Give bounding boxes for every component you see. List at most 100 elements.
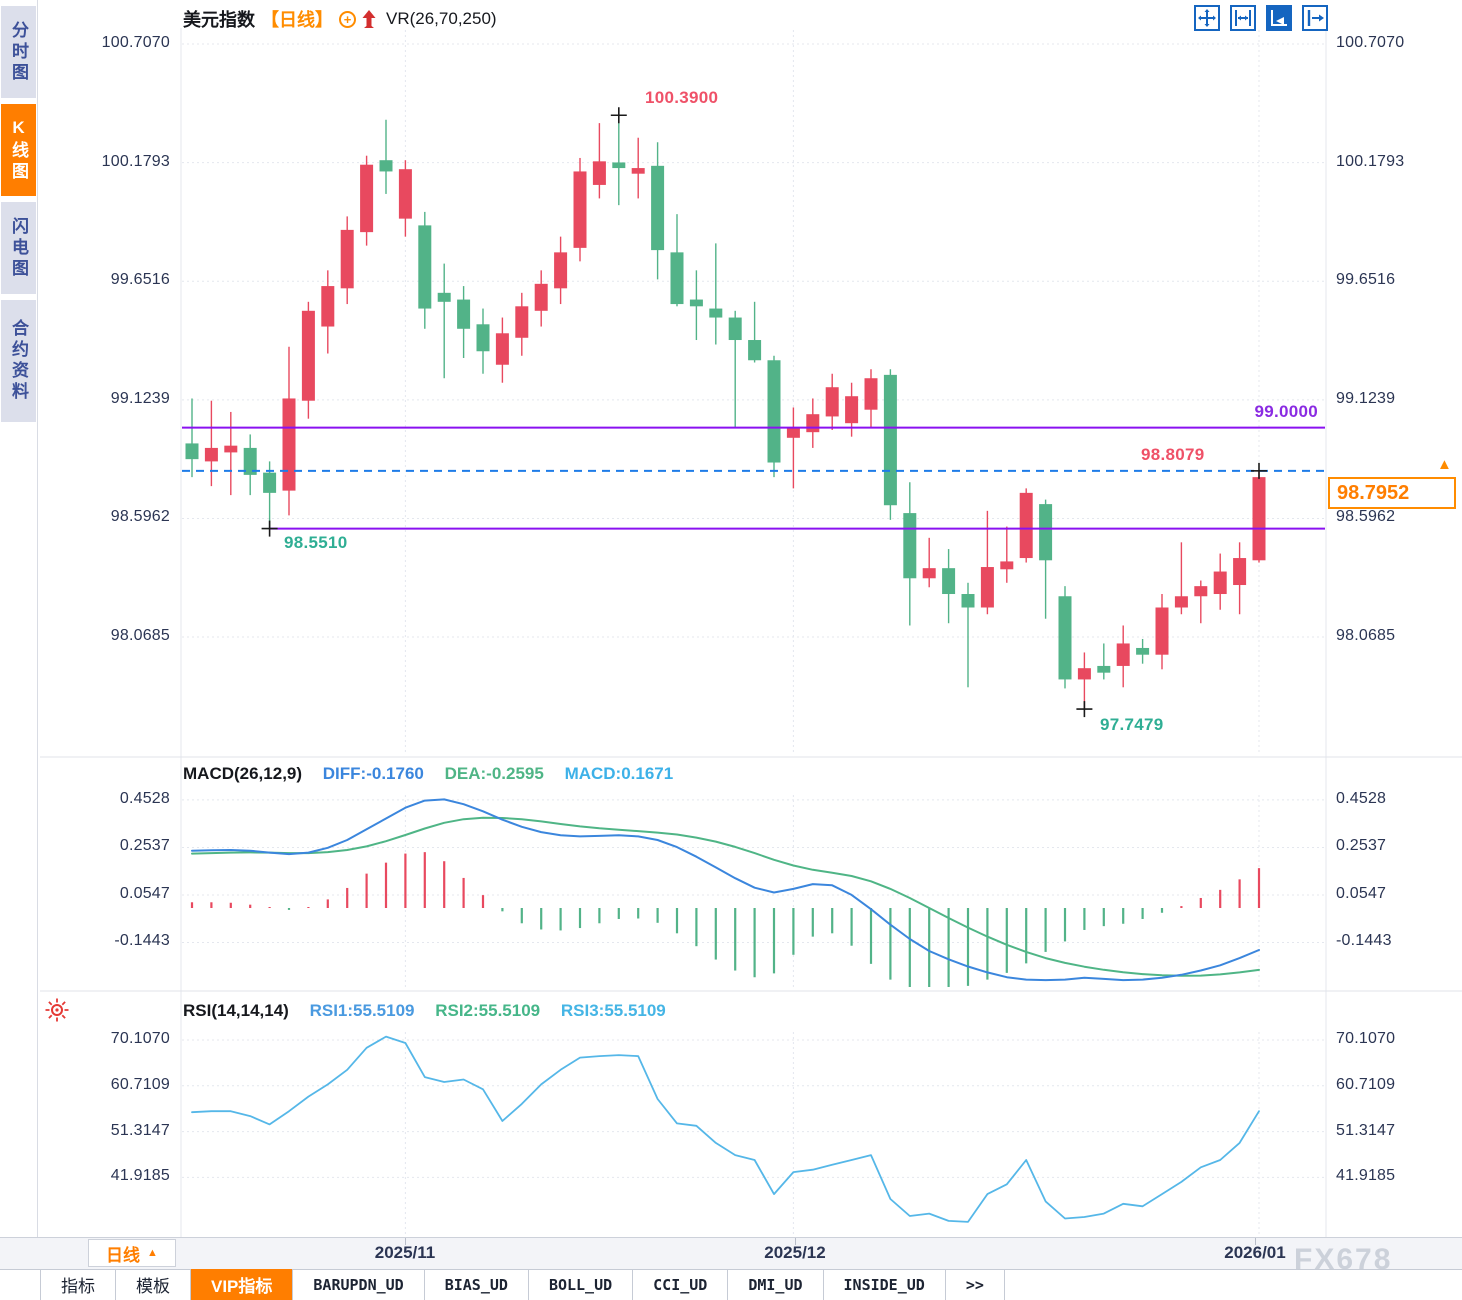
candle-body	[612, 162, 626, 169]
candle-body	[845, 396, 859, 424]
candle-body	[767, 360, 781, 463]
candle-body	[903, 513, 917, 579]
candle-body	[1000, 561, 1014, 570]
candle-body	[204, 447, 218, 462]
candle-body	[534, 283, 548, 311]
candle-body	[263, 472, 277, 493]
tab-vip-indicators[interactable]: VIP指标	[191, 1269, 294, 1300]
tab-indicators[interactable]: 指标	[40, 1269, 116, 1300]
x-axis-label-dec: 2025/12	[764, 1243, 826, 1262]
up-arrow-icon	[362, 9, 376, 29]
candle-body	[1174, 596, 1188, 608]
macd-title[interactable]: MACD(26,12,9)	[183, 764, 303, 783]
candle-body	[495, 333, 509, 365]
sidebar-item-contract-info[interactable]: 合约资料	[1, 300, 36, 422]
sidebar-item-kline-chart[interactable]: K线图	[1, 104, 36, 196]
candle-body	[360, 164, 374, 233]
triangle-up-icon: ▲	[147, 1247, 158, 1259]
annotation-support-level: 98.5510	[284, 533, 348, 552]
candle-body	[398, 169, 412, 219]
candle-body	[670, 252, 684, 305]
go-to-latest-icon[interactable]	[1302, 5, 1328, 31]
macd-header: MACD(26,12,9) DIFF:-0.1760 DEA:-0.2595 M…	[183, 764, 689, 784]
tab-inside-ud[interactable]: INSIDE_UD	[824, 1269, 946, 1300]
move-crosshair-icon[interactable]	[1194, 5, 1220, 31]
candle-body	[1116, 643, 1130, 666]
tab-dmi-ud[interactable]: DMI_UD	[728, 1269, 824, 1300]
tab-cci-ud[interactable]: CCI_UD	[633, 1269, 729, 1300]
add-overlay-icon[interactable]: +	[339, 10, 356, 28]
chart-title: 美元指数 【日线】 + VR(26,70,250)	[183, 6, 497, 32]
candle-body	[1039, 504, 1053, 561]
timeframe-label: 日线	[106, 1245, 141, 1265]
macd-dea-readout: DEA:-0.2595	[444, 764, 544, 783]
candle-body	[980, 567, 994, 608]
tab-barupdn-ud[interactable]: BARUPDN_UD	[293, 1269, 425, 1300]
candle-body	[922, 568, 936, 579]
auto-scale-icon[interactable]	[1266, 5, 1292, 31]
candle-body	[1252, 477, 1266, 561]
candle-body	[573, 171, 587, 248]
rsi-line	[191, 1035, 1260, 1223]
candle-body	[631, 168, 645, 174]
macd-value-readout: MACD:0.1671	[564, 764, 674, 783]
candle-body	[1077, 668, 1091, 680]
sidebar-item-label: K线图	[9, 117, 28, 183]
sidebar-item-label: 合约资料	[9, 319, 28, 403]
candle-body	[301, 310, 315, 401]
price-up-arrow-icon: ▲	[1437, 456, 1452, 473]
rsi-header: RSI(14,14,14) RSI1:55.5109 RSI2:55.5109 …	[183, 1001, 682, 1021]
candle-body	[728, 317, 742, 341]
tab-templates[interactable]: 模板	[116, 1269, 191, 1300]
candle-body	[1019, 492, 1033, 559]
candle-body	[185, 443, 199, 460]
candle-body	[883, 374, 897, 506]
candle-body	[961, 594, 975, 608]
period-label[interactable]: 【日线】	[261, 10, 333, 30]
candle-body	[1213, 571, 1227, 595]
candle-body	[282, 398, 296, 491]
candle-body	[1136, 647, 1150, 655]
candle-body	[224, 445, 238, 453]
vr-indicator-label[interactable]: VR(26,70,250)	[386, 9, 497, 28]
rsi2-readout: RSI2:55.5109	[435, 1001, 541, 1020]
diff-line	[191, 798, 1260, 982]
annotation-last-high: 98.8079	[1141, 445, 1205, 464]
tab-bias-ud[interactable]: BIAS_UD	[425, 1269, 529, 1300]
timeframe-selector[interactable]: 日线 ▲	[88, 1239, 176, 1267]
indicator-tab-bar: 指标 模板 VIP指标 BARUPDN_UD BIAS_UD BOLL_UD C…	[40, 1269, 1005, 1300]
candle-body	[1058, 596, 1072, 680]
candle-body	[786, 427, 800, 438]
candle-body	[689, 299, 703, 307]
tab-more[interactable]: >>	[946, 1269, 1005, 1300]
sidebar-item-time-chart[interactable]: 分时图	[1, 6, 36, 98]
candle-body	[515, 306, 529, 338]
candle-body	[709, 308, 723, 318]
macd-diff-readout: DIFF:-0.1760	[322, 764, 424, 783]
x-axis-strip: 日线 ▲ 2025/11 2025/12 2026/01	[0, 1237, 1462, 1269]
candle-body	[1233, 558, 1247, 586]
x-axis-label-jan: 2026/01	[1224, 1243, 1286, 1262]
rsi3-readout: RSI3:55.5109	[560, 1001, 666, 1020]
candle-body	[1097, 665, 1111, 673]
tab-boll-ud[interactable]: BOLL_UD	[529, 1269, 634, 1300]
candle-body	[418, 225, 432, 309]
candle-body	[379, 160, 393, 172]
symbol-name: 美元指数	[183, 10, 255, 30]
candle-body	[1194, 586, 1208, 597]
candle-body	[476, 324, 490, 352]
candle-body	[243, 447, 257, 475]
month-tick	[1255, 1238, 1256, 1245]
candle-body	[825, 387, 839, 417]
fit-horizontal-axis-icon[interactable]	[1230, 5, 1256, 31]
candle-body	[554, 252, 568, 289]
annotation-resistance-level: 99.0000	[1254, 402, 1318, 421]
rsi1-readout: RSI1:55.5109	[309, 1001, 415, 1020]
rsi-title[interactable]: RSI(14,14,14)	[183, 1001, 289, 1020]
x-axis-label-nov: 2025/11	[374, 1243, 436, 1262]
sun-icon[interactable]	[44, 997, 70, 1028]
sidebar-item-flash-chart[interactable]: 闪电图	[1, 202, 36, 294]
candle-body	[592, 161, 606, 185]
